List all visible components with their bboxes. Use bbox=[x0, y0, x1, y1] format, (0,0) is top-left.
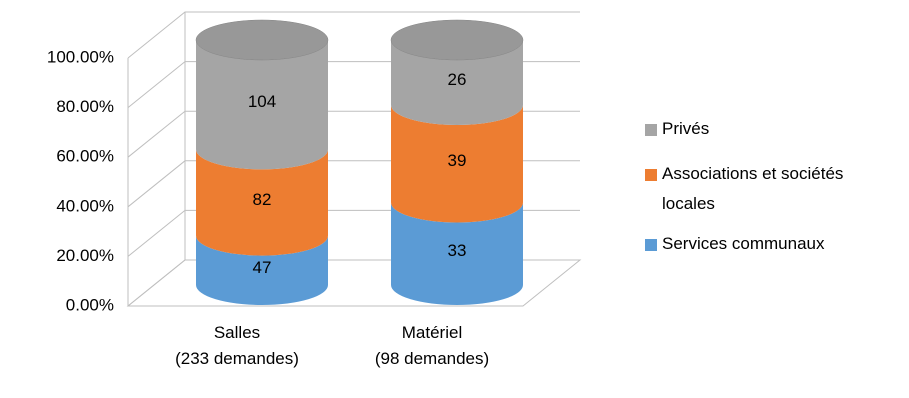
y-tick-label: 80.00% bbox=[56, 97, 114, 116]
y-tick-label: 100.00% bbox=[47, 47, 114, 66]
data-label: 26 bbox=[448, 70, 467, 89]
data-label: 47 bbox=[253, 258, 272, 277]
legend-label: Services communaux bbox=[662, 234, 825, 253]
cylinder-segment bbox=[391, 105, 523, 223]
data-label: 104 bbox=[248, 92, 276, 111]
x-tick-label: Salles (233 demandes) bbox=[175, 323, 299, 368]
data-label: 39 bbox=[448, 151, 467, 170]
grid-line bbox=[127, 11, 580, 59]
cylinder-segment bbox=[196, 40, 328, 170]
legend-swatch bbox=[645, 169, 657, 181]
data-label: 82 bbox=[253, 190, 272, 209]
cylinder-top bbox=[390, 19, 524, 61]
legend-swatch bbox=[645, 239, 657, 251]
y-tick-label: 0.00% bbox=[66, 295, 114, 314]
cylinder-segment bbox=[391, 202, 523, 305]
y-tick-label: 40.00% bbox=[56, 196, 114, 215]
cylinder-top bbox=[195, 19, 329, 61]
legend-label: Privés bbox=[662, 119, 709, 138]
cylinder-segment bbox=[196, 235, 328, 305]
x-tick-label: Matériel (98 demandes) bbox=[375, 323, 489, 368]
y-tick-label: 20.00% bbox=[56, 246, 114, 265]
data-label: 33 bbox=[448, 241, 467, 260]
legend-label: Associations et sociétés locales bbox=[662, 164, 843, 213]
legend-swatch bbox=[645, 124, 657, 136]
cylinder-segment bbox=[391, 40, 523, 125]
cylinder-segment bbox=[196, 149, 328, 256]
y-tick-label: 60.00% bbox=[56, 147, 114, 166]
